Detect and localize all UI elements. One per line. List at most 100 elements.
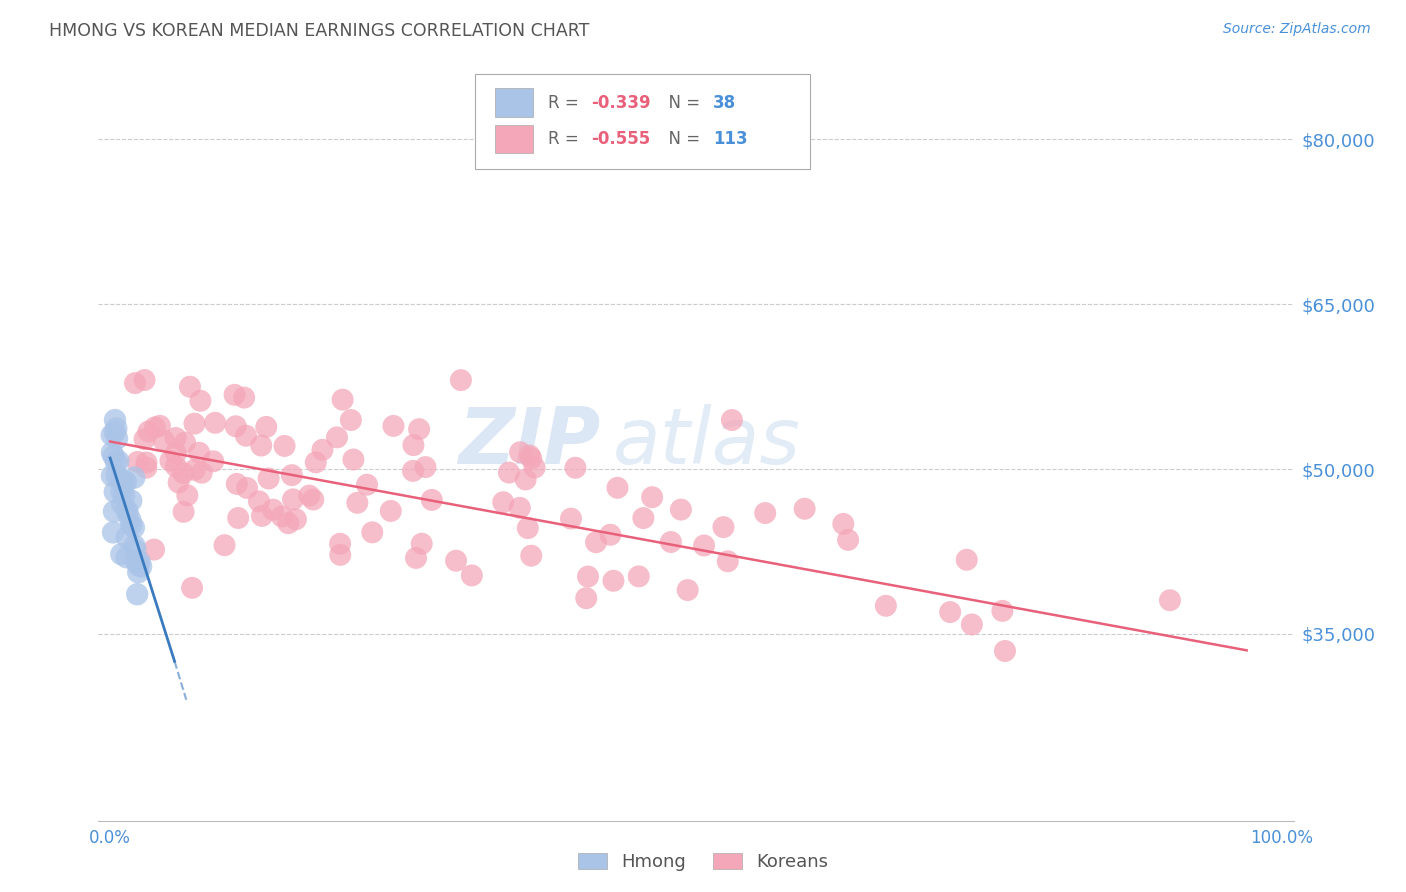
Point — [101, 445, 124, 459]
Point — [523, 460, 546, 475]
Point — [236, 481, 259, 495]
Point — [120, 493, 142, 508]
Point — [120, 513, 142, 527]
Point — [361, 525, 384, 540]
Point — [101, 525, 124, 540]
Point — [576, 569, 599, 583]
Point — [225, 477, 247, 491]
Point — [112, 488, 135, 502]
Point — [606, 481, 628, 495]
Point — [127, 566, 149, 580]
Point — [103, 450, 125, 464]
Point — [832, 516, 855, 531]
Point — [165, 446, 187, 460]
Point — [281, 468, 304, 483]
Point — [115, 475, 138, 489]
Point — [204, 416, 226, 430]
Point — [669, 502, 692, 516]
Point — [105, 468, 128, 483]
Point — [122, 470, 145, 484]
Point — [633, 511, 655, 525]
Point — [509, 500, 531, 515]
Point — [135, 455, 157, 469]
Text: HMONG VS KOREAN MEDIAN EARNINGS CORRELATION CHART: HMONG VS KOREAN MEDIAN EARNINGS CORRELAT… — [49, 22, 589, 40]
Point — [305, 455, 328, 469]
Point — [165, 431, 187, 445]
Point — [172, 466, 194, 480]
Point — [509, 445, 531, 459]
Point — [100, 428, 122, 442]
Point — [235, 428, 257, 442]
Text: ZIP: ZIP — [458, 403, 600, 480]
Point — [117, 506, 139, 520]
Point — [124, 376, 146, 390]
Point — [165, 459, 187, 474]
Point — [956, 553, 979, 567]
Point — [127, 455, 149, 469]
Point — [516, 521, 538, 535]
Point — [721, 413, 744, 427]
Point — [134, 432, 156, 446]
Point — [356, 477, 378, 491]
Text: -0.555: -0.555 — [591, 130, 650, 148]
Point — [257, 471, 280, 485]
Point — [114, 475, 136, 489]
Point — [415, 460, 437, 475]
Point — [405, 551, 427, 566]
Point — [284, 512, 307, 526]
Text: N =: N = — [658, 130, 704, 148]
Point — [713, 520, 735, 534]
Text: 113: 113 — [713, 130, 748, 148]
Point — [103, 504, 125, 518]
Point — [181, 581, 204, 595]
Point — [173, 505, 195, 519]
Point — [104, 425, 127, 440]
Point — [143, 420, 166, 434]
Point — [104, 413, 127, 427]
Point — [110, 547, 132, 561]
Point — [124, 539, 146, 553]
Point — [122, 520, 145, 534]
Point — [599, 527, 621, 541]
Point — [153, 434, 176, 448]
Point — [520, 549, 543, 563]
Bar — [495, 88, 533, 117]
Point — [134, 373, 156, 387]
Point — [183, 463, 205, 477]
Point — [875, 599, 897, 613]
Point — [420, 492, 443, 507]
Point — [190, 393, 212, 408]
Point — [214, 538, 236, 552]
Point — [115, 502, 138, 516]
Point — [793, 501, 815, 516]
Point — [104, 484, 127, 499]
Point — [329, 537, 352, 551]
Point — [754, 506, 776, 520]
Point — [250, 438, 273, 452]
Point — [105, 432, 128, 446]
Point — [226, 511, 249, 525]
Point — [159, 454, 181, 468]
Point — [174, 435, 197, 450]
Point — [641, 490, 664, 504]
Point — [332, 392, 354, 407]
Point — [281, 492, 304, 507]
Text: R =: R = — [548, 130, 583, 148]
Point — [450, 373, 472, 387]
Bar — [495, 125, 533, 153]
Point — [837, 533, 859, 547]
Point — [302, 492, 325, 507]
Point — [124, 542, 146, 557]
Point — [382, 418, 405, 433]
Point — [167, 475, 190, 490]
Point — [515, 473, 537, 487]
Point — [311, 442, 333, 457]
Point — [994, 644, 1017, 658]
Point — [408, 422, 430, 436]
Point — [149, 418, 172, 433]
Point — [380, 504, 402, 518]
Point — [125, 554, 148, 568]
Point — [183, 417, 205, 431]
Point — [202, 454, 225, 468]
Point — [115, 550, 138, 565]
